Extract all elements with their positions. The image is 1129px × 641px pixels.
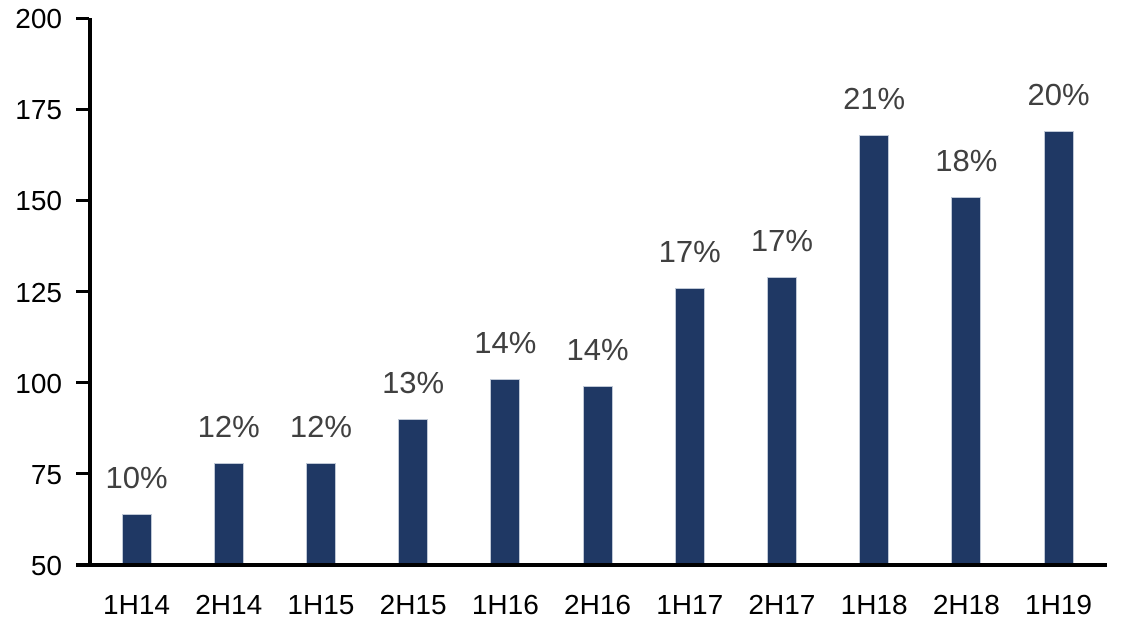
bar — [490, 379, 521, 565]
bar-value-label: 17% — [658, 233, 721, 269]
y-tick-mark — [76, 290, 89, 293]
bar-value-label: 13% — [382, 365, 445, 401]
x-tick-label: 1H19 — [1025, 589, 1092, 620]
x-tick-label: 2H14 — [195, 589, 263, 620]
bar — [305, 462, 336, 565]
bar — [1043, 131, 1074, 565]
bar-value-label: 18% — [935, 142, 998, 178]
y-tick-mark — [76, 198, 89, 202]
y-tick-label: 50 — [30, 550, 62, 581]
x-axis-line — [76, 563, 1107, 567]
bar — [674, 287, 705, 565]
bar-value-label: 12% — [197, 408, 260, 444]
x-tick-label: 1H16 — [471, 589, 539, 620]
bar — [398, 419, 429, 565]
y-tick-label: 125 — [15, 276, 62, 308]
bar — [121, 513, 152, 565]
bar — [859, 134, 890, 565]
x-tick-label: 1H14 — [103, 589, 170, 620]
y-tick-mark — [76, 381, 89, 385]
bar-value-label: 12% — [289, 408, 352, 444]
x-tick-label: 2H17 — [748, 589, 816, 620]
y-tick-label: 200 — [15, 3, 62, 34]
x-tick-label: 1H15 — [287, 589, 355, 620]
bar — [951, 196, 982, 565]
x-tick-label: 2H18 — [932, 589, 1000, 620]
bar-value-label: 14% — [474, 325, 537, 361]
y-tick-label: 100 — [15, 367, 62, 399]
bar-value-label: 20% — [1027, 77, 1090, 113]
y-tick-label: 175 — [15, 94, 62, 126]
bar-value-label: 17% — [750, 222, 813, 258]
bar-value-label: 21% — [843, 80, 906, 116]
bar — [582, 386, 613, 565]
y-tick-mark — [76, 472, 89, 476]
bar-value-label: 14% — [566, 332, 629, 368]
y-tick-label: 150 — [15, 185, 62, 217]
bar — [766, 276, 797, 565]
x-tick-label: 1H17 — [656, 589, 724, 620]
y-tick-mark — [76, 16, 89, 20]
y-tick-mark — [76, 107, 89, 111]
y-axis-line — [88, 18, 92, 567]
bar-value-label: 10% — [105, 459, 168, 495]
bar — [213, 462, 244, 565]
x-tick-label: 2H16 — [564, 589, 631, 620]
y-tick-label: 75 — [30, 458, 62, 490]
x-tick-label: 1H18 — [840, 589, 908, 620]
x-tick-label: 2H15 — [379, 589, 447, 620]
